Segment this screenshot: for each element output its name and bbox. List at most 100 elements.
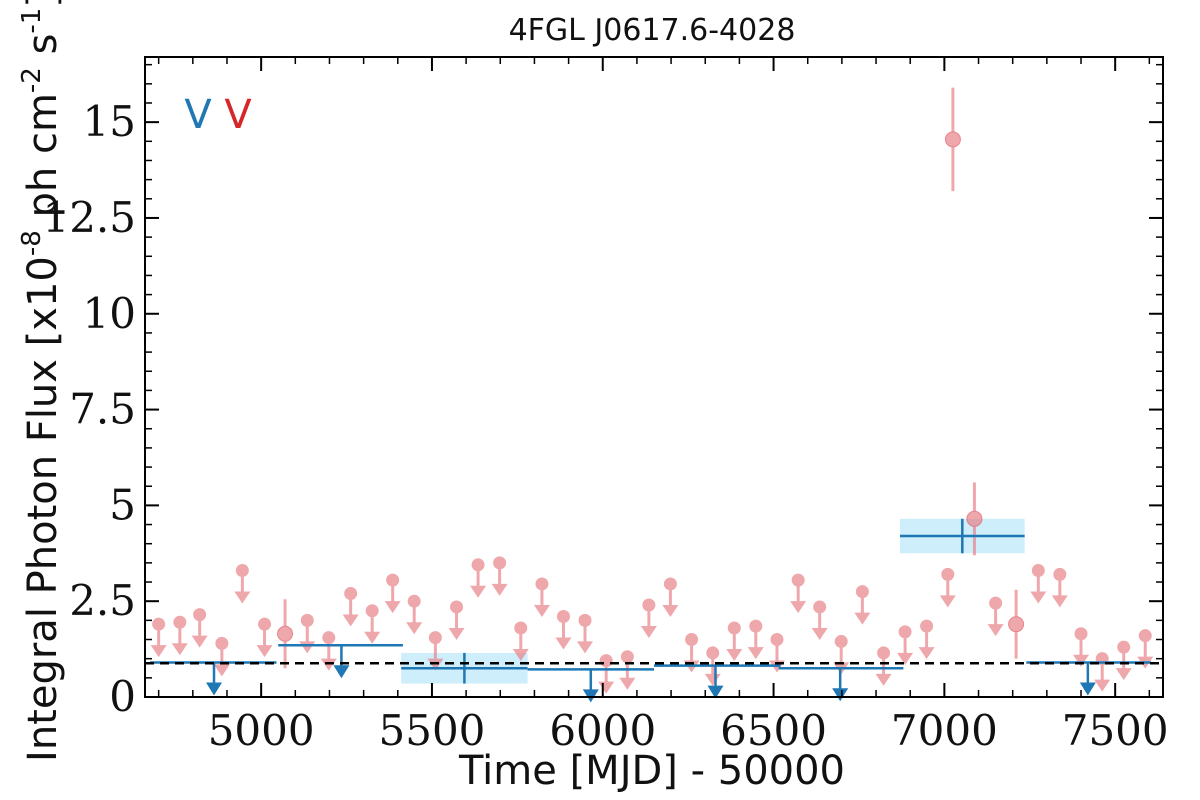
fine-ul-arrow (342, 614, 359, 627)
fine-ul-arrow (897, 652, 914, 665)
fine-upper-limit (234, 564, 251, 604)
fine-ul-arrow (747, 647, 764, 660)
fine-ul-arrow (384, 601, 401, 614)
fine-ul-arrow (150, 645, 167, 658)
plot-frame (144, 56, 1164, 698)
fine-ul-arrow (234, 591, 251, 604)
fine-upper-limit (790, 573, 807, 614)
fine-upper-limit (619, 650, 636, 690)
fine-upper-limit (406, 594, 423, 635)
fine-upper-limit (384, 573, 401, 614)
fine-ul-point (855, 585, 869, 599)
fine-ul-arrow (939, 595, 956, 608)
fine-ul-arrow (213, 664, 230, 677)
fine-ul-arrow (171, 643, 188, 656)
legend-entry: V (184, 92, 212, 138)
fine-ul-point (407, 594, 421, 608)
x-tick-label: 5500 (379, 706, 486, 755)
y-tick-label: 12.5 (42, 193, 136, 242)
fine-upper-limit (662, 577, 679, 617)
coarse-detection (899, 518, 1025, 554)
fine-ul-point (920, 619, 934, 633)
fine-upper-limit (640, 598, 657, 639)
fine-ul-arrow (427, 658, 444, 671)
fine-binned-series (150, 87, 1154, 694)
x-tick-label: 6000 (549, 706, 656, 755)
fine-ul-point (322, 631, 336, 645)
fine-upper-limit (987, 596, 1004, 637)
fine-ul-arrow (555, 637, 572, 650)
y-tick-label: 15 (83, 97, 136, 146)
coarse-upper-limit (527, 668, 654, 703)
fine-ul-arrow (790, 601, 807, 614)
fine-ul-point (706, 646, 720, 660)
fine-upper-limit (747, 619, 764, 660)
fine-upper-limit (150, 617, 167, 658)
coarse-ul-arrow (582, 689, 599, 703)
fine-upper-limit (213, 636, 230, 677)
fine-ul-point (685, 633, 699, 647)
fine-upper-limit (576, 613, 593, 654)
fine-ul-arrow (256, 645, 273, 658)
fine-ul-point (989, 596, 1003, 610)
fine-ul-point (877, 646, 891, 660)
fine-upper-limit (811, 600, 828, 640)
fine-ul-point (770, 633, 784, 647)
fine-ul-arrow (854, 612, 871, 625)
fine-ul-point (599, 654, 613, 668)
fine-upper-limit (171, 615, 188, 656)
coarse-upper-limit (654, 664, 781, 699)
fine-upper-limit (918, 619, 935, 660)
fine-ul-point (535, 577, 549, 591)
fine-ul-arrow (491, 583, 508, 596)
fine-ul-point (898, 625, 912, 639)
fine-ul-arrow (918, 647, 935, 660)
fine-ul-point (813, 600, 827, 614)
fine-ul-arrow (470, 585, 487, 598)
fine-ul-point (1074, 627, 1088, 641)
fine-ul-arrow (598, 681, 615, 694)
fine-ul-arrow (1094, 679, 1111, 692)
fine-ul-arrow (1073, 654, 1090, 667)
fine-ul-arrow (640, 626, 657, 639)
fine-upper-limit (470, 558, 487, 598)
fine-upper-limit (704, 646, 721, 686)
fine-ul-point (642, 598, 656, 612)
coarse-upper-limit (1026, 661, 1152, 696)
y-tick-label: 7.5 (69, 385, 136, 434)
fine-upper-limit (364, 604, 381, 644)
fine-ul-arrow (406, 622, 423, 635)
fine-ul-arrow (987, 624, 1004, 637)
fine-ul-arrow (662, 604, 679, 617)
fine-ul-point (450, 600, 464, 614)
fine-ul-point (620, 650, 634, 664)
fine-upper-limit (726, 621, 743, 662)
fine-ul-point (727, 621, 741, 635)
fine-ul-arrow (448, 627, 465, 640)
coarse-upper-limit (278, 644, 403, 679)
fine-ul-point (1138, 629, 1152, 643)
coarse-ul-arrow (707, 685, 724, 699)
fine-upper-limit (1115, 640, 1132, 681)
fine-ul-point (300, 613, 314, 627)
fine-detection (966, 482, 983, 556)
fine-ul-point (1053, 567, 1067, 581)
fine-upper-limit (427, 631, 444, 671)
fine-ul-point (578, 613, 592, 627)
fine-ul-point (749, 619, 763, 633)
fine-ul-arrow (533, 604, 550, 617)
fine-ul-point (493, 556, 507, 570)
x-tick-label: 7000 (891, 706, 998, 755)
fine-ul-arrow (875, 673, 892, 686)
fine-ul-point (386, 573, 400, 587)
fine-upper-limit (1051, 567, 1068, 608)
y-tick-label: 10 (83, 289, 136, 338)
fine-ul-arrow (364, 631, 381, 644)
fine-ul-point (1031, 564, 1045, 578)
y-tick-label: 0 (109, 672, 136, 721)
fine-upper-limit (448, 600, 465, 640)
fine-upper-limit (512, 621, 529, 662)
fine-ul-point (365, 604, 379, 618)
fine-upper-limit (533, 577, 550, 617)
